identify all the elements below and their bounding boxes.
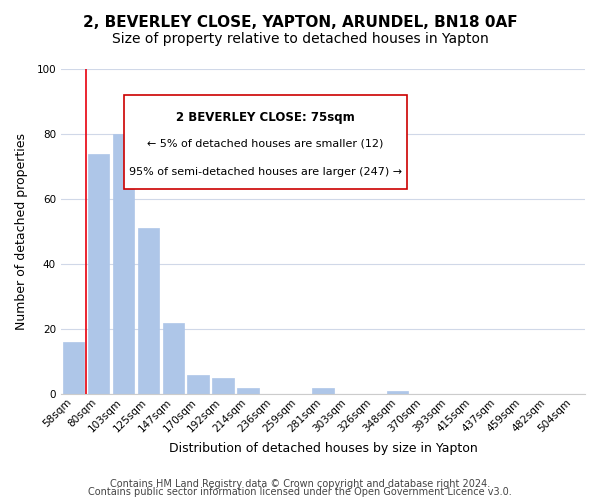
Text: 2, BEVERLEY CLOSE, YAPTON, ARUNDEL, BN18 0AF: 2, BEVERLEY CLOSE, YAPTON, ARUNDEL, BN18… xyxy=(83,15,517,30)
Bar xyxy=(137,228,159,394)
Bar xyxy=(187,374,209,394)
Text: Size of property relative to detached houses in Yapton: Size of property relative to detached ho… xyxy=(112,32,488,46)
FancyBboxPatch shape xyxy=(124,95,407,190)
Bar xyxy=(88,154,109,394)
Text: Contains public sector information licensed under the Open Government Licence v3: Contains public sector information licen… xyxy=(88,487,512,497)
Bar xyxy=(238,388,259,394)
Bar xyxy=(313,388,334,394)
Bar xyxy=(163,322,184,394)
Text: 95% of semi-detached houses are larger (247) →: 95% of semi-detached houses are larger (… xyxy=(128,166,402,176)
Text: 2 BEVERLEY CLOSE: 75sqm: 2 BEVERLEY CLOSE: 75sqm xyxy=(176,112,355,124)
Text: Contains HM Land Registry data © Crown copyright and database right 2024.: Contains HM Land Registry data © Crown c… xyxy=(110,479,490,489)
Text: ← 5% of detached houses are smaller (12): ← 5% of detached houses are smaller (12) xyxy=(147,139,383,149)
Bar xyxy=(387,391,409,394)
Bar xyxy=(62,342,84,394)
Bar xyxy=(212,378,233,394)
Y-axis label: Number of detached properties: Number of detached properties xyxy=(15,133,28,330)
Bar xyxy=(113,134,134,394)
X-axis label: Distribution of detached houses by size in Yapton: Distribution of detached houses by size … xyxy=(169,442,477,455)
